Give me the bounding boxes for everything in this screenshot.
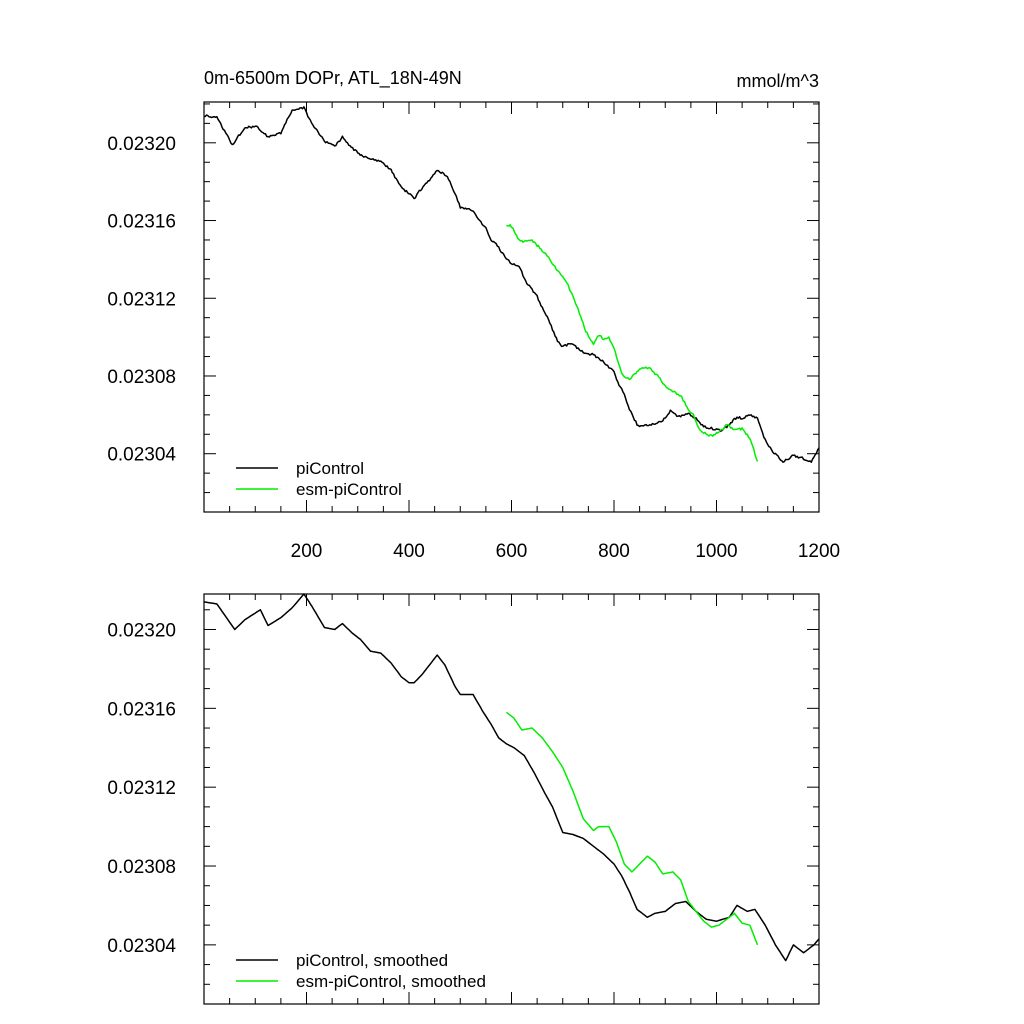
top-panel-y-tick-label: 0.02320 bbox=[107, 134, 176, 155]
bottom-panel-y-tick-label: 0.02316 bbox=[107, 699, 176, 720]
top-panel-line-picontrol bbox=[203, 106, 820, 463]
bottom-panel-y-tick-label: 0.02320 bbox=[107, 620, 176, 641]
top-panel-x-tick-label: 1200 bbox=[798, 541, 840, 562]
top-panel-y-tick-labels: 0.02304 0.02308 0.02312 0.02316 0.02320 bbox=[107, 134, 176, 466]
bottom-panel-y-tick-label: 0.02308 bbox=[107, 857, 176, 878]
top-panel-legend-label: esm-piControl bbox=[296, 480, 402, 499]
bottom-panel-y-tick-label: 0.02304 bbox=[107, 936, 176, 957]
bottom-panel-ticks bbox=[204, 594, 820, 1005]
bottom-panel-frame bbox=[203, 593, 820, 1005]
bottom-panel-legend: piControl, smoothed esm-piControl, smooth… bbox=[236, 951, 486, 991]
bottom-panel-legend-label: esm-piControl, smoothed bbox=[296, 972, 486, 991]
bottom-panel-line-esm-picontrol bbox=[505, 711, 759, 946]
top-panel-x-tick-label: 1000 bbox=[695, 541, 737, 562]
top-panel-series bbox=[203, 106, 820, 463]
top-panel-y-tick-label: 0.02304 bbox=[107, 445, 176, 466]
top-panel-line-esm-picontrol bbox=[506, 224, 759, 462]
top-panel-title: 0m-6500m DOPr, ATL_18N-49N bbox=[204, 68, 462, 89]
bottom-panel-legend-label: piControl, smoothed bbox=[296, 951, 448, 970]
top-panel-legend-label: piControl bbox=[296, 459, 364, 478]
top-panel-x-tick-label: 600 bbox=[496, 541, 528, 562]
bottom-panel-line-picontrol bbox=[203, 593, 820, 962]
top-panel-frame bbox=[203, 101, 820, 513]
top-panel-y-tick-label: 0.02308 bbox=[107, 367, 176, 388]
top-panel-y-tick-label: 0.02316 bbox=[107, 212, 176, 233]
top-panel-x-tick-label: 200 bbox=[291, 541, 323, 562]
bottom-panel-y-tick-label: 0.02312 bbox=[107, 778, 176, 799]
top-panel-x-tick-label: 400 bbox=[393, 541, 425, 562]
bottom-panel-y-tick-labels: 0.02304 0.02308 0.02312 0.02316 0.02320 bbox=[107, 620, 176, 956]
bottom-panel: 0.02304 0.02308 0.02312 0.02316 0.02320 piCo… bbox=[107, 593, 820, 1005]
bottom-panel-series bbox=[203, 593, 820, 962]
top-panel-ticks bbox=[204, 102, 820, 513]
top-panel-x-tick-label: 800 bbox=[598, 541, 630, 562]
top-panel: 0m-6500m DOPr, ATL_18N-49N mmol/m^3 0.02… bbox=[107, 68, 840, 562]
top-panel-legend: piControl esm-piControl bbox=[236, 459, 402, 499]
top-panel-x-tick-labels: 200 400 600 800 1000 1200 bbox=[291, 541, 840, 562]
top-panel-units: mmol/m^3 bbox=[737, 71, 819, 91]
top-panel-y-tick-label: 0.02312 bbox=[107, 289, 176, 310]
